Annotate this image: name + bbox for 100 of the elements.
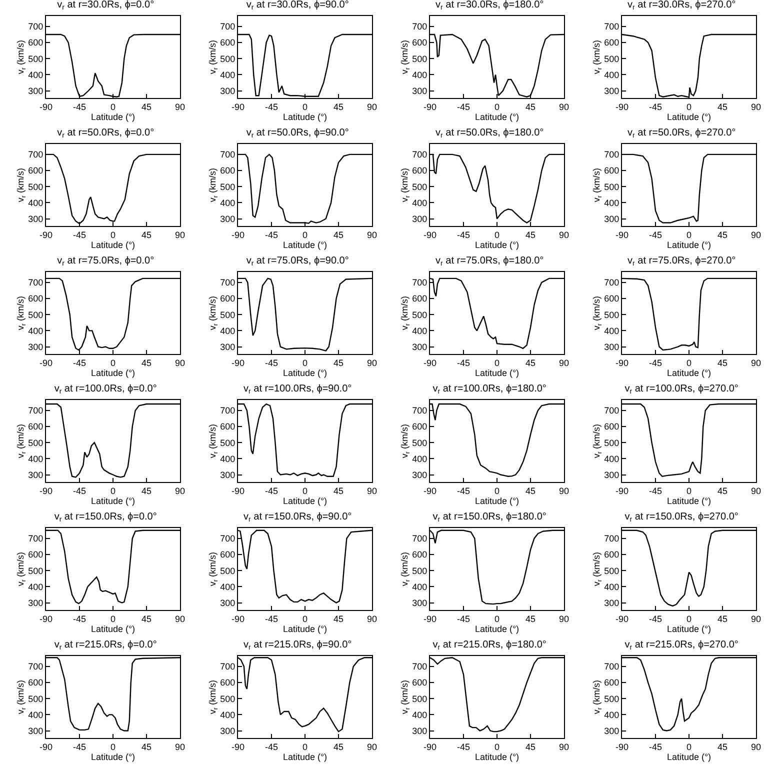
x-tick-label: 45 bbox=[717, 614, 728, 624]
x-tick-label: -45 bbox=[72, 486, 86, 496]
y-tick-label: 400 bbox=[412, 70, 428, 80]
y-tick-label: 400 bbox=[412, 582, 428, 592]
x-tick-label: 45 bbox=[717, 102, 728, 112]
x-tick-label: 45 bbox=[717, 230, 728, 240]
x-tick-label: 0 bbox=[686, 358, 692, 368]
y-tick-label: 700 bbox=[412, 662, 428, 672]
y-tick-label: 300 bbox=[604, 214, 620, 224]
y-tick-label: 600 bbox=[412, 294, 428, 304]
x-tick-label: 90 bbox=[558, 358, 570, 368]
x-tick-label: -90 bbox=[39, 102, 53, 112]
y-tick-label: 400 bbox=[28, 70, 44, 80]
y-tick-label: 700 bbox=[604, 662, 620, 672]
y-tick-label: 300 bbox=[28, 86, 44, 96]
y-tick-label: 300 bbox=[412, 342, 428, 352]
x-tick-label: -90 bbox=[231, 102, 245, 112]
chart-title: v$_{r}$ at r=215.0Rs, ϕ=270.0° bbox=[624, 640, 738, 652]
y-tick-label: 700 bbox=[28, 22, 44, 32]
chart-title: v$_{r}$ at r=50.0Rs, ϕ=180.0° bbox=[436, 128, 544, 140]
x-tick-label: -45 bbox=[648, 486, 662, 496]
x-tick-label: -90 bbox=[39, 230, 53, 240]
y-tick-label: 700 bbox=[604, 22, 620, 32]
y-tick-label: 600 bbox=[220, 166, 236, 176]
y-tick-label: 400 bbox=[412, 198, 428, 208]
x-axis-title: Latitude (°) bbox=[666, 368, 712, 378]
x-tick-label: 90 bbox=[366, 486, 378, 496]
y-tick-label: 300 bbox=[412, 214, 428, 224]
y-tick-label: 500 bbox=[28, 566, 44, 576]
x-tick-label: 0 bbox=[494, 614, 500, 624]
chart-title: v$_{r}$ at r=215.0Rs, ϕ=180.0° bbox=[432, 640, 546, 652]
chart-title: v$_{r}$ at r=50.0Rs, ϕ=0.0° bbox=[57, 128, 154, 140]
x-tick-label: -90 bbox=[423, 742, 437, 752]
chart-title: v$_{r}$ at r=100.0Rs, ϕ=90.0° bbox=[244, 384, 352, 396]
x-axis-title: Latitude (°) bbox=[282, 624, 328, 634]
x-tick-label: 0 bbox=[494, 486, 500, 496]
y-tick-label: 700 bbox=[220, 22, 236, 32]
x-tick-label: 0 bbox=[110, 486, 116, 496]
y-tick-label: 500 bbox=[604, 694, 620, 704]
y-tick-label: 500 bbox=[220, 310, 236, 320]
y-tick-label: 700 bbox=[220, 534, 236, 544]
y-tick-label: 400 bbox=[412, 454, 428, 464]
y-tick-label: 500 bbox=[220, 182, 236, 192]
y-tick-label: 300 bbox=[604, 726, 620, 736]
y-tick-label: 700 bbox=[412, 278, 428, 288]
y-tick-label: 400 bbox=[604, 582, 620, 592]
x-tick-label: 90 bbox=[366, 230, 378, 240]
chart-title: v$_{r}$ at r=100.0Rs, ϕ=0.0° bbox=[54, 384, 157, 396]
x-axis-title: Latitude (°) bbox=[474, 752, 520, 762]
x-tick-label: -45 bbox=[456, 102, 470, 112]
x-tick-label: -90 bbox=[39, 358, 53, 368]
x-tick-label: 90 bbox=[558, 742, 570, 752]
x-tick-label: -90 bbox=[231, 486, 245, 496]
y-tick-label: 600 bbox=[220, 550, 236, 560]
y-tick-label: 600 bbox=[412, 166, 428, 176]
x-axis-title: Latitude (°) bbox=[282, 496, 328, 506]
x-tick-label: 45 bbox=[333, 102, 344, 112]
x-axis-title: Latitude (°) bbox=[90, 240, 136, 250]
x-tick-label: 90 bbox=[174, 486, 186, 496]
y-tick-label: 600 bbox=[604, 294, 620, 304]
x-axis-title: Latitude (°) bbox=[90, 496, 136, 506]
x-tick-label: 45 bbox=[717, 358, 728, 368]
x-tick-label: 0 bbox=[110, 358, 116, 368]
y-tick-label: 500 bbox=[28, 54, 44, 64]
x-tick-label: 0 bbox=[302, 102, 308, 112]
x-tick-label: 45 bbox=[333, 486, 344, 496]
y-tick-label: 300 bbox=[604, 342, 620, 352]
chart-title: v$_{r}$ at r=100.0Rs, ϕ=180.0° bbox=[432, 384, 546, 396]
x-tick-label: 90 bbox=[174, 742, 186, 752]
x-tick-label: 45 bbox=[333, 358, 344, 368]
x-tick-label: 0 bbox=[110, 230, 116, 240]
x-tick-label: -45 bbox=[648, 614, 662, 624]
x-tick-label: 0 bbox=[302, 358, 308, 368]
x-tick-label: -90 bbox=[423, 358, 437, 368]
x-tick-label: -45 bbox=[456, 742, 470, 752]
x-tick-label: -45 bbox=[456, 358, 470, 368]
y-tick-label: 400 bbox=[412, 710, 428, 720]
y-tick-label: 500 bbox=[28, 182, 44, 192]
y-tick-label: 500 bbox=[412, 182, 428, 192]
y-tick-label: 300 bbox=[28, 214, 44, 224]
x-tick-label: 45 bbox=[717, 486, 728, 496]
y-tick-label: 700 bbox=[412, 22, 428, 32]
x-tick-label: -90 bbox=[423, 230, 437, 240]
x-tick-label: -45 bbox=[648, 102, 662, 112]
x-tick-label: 45 bbox=[333, 230, 344, 240]
x-tick-label: 90 bbox=[750, 614, 762, 624]
y-tick-label: 500 bbox=[604, 310, 620, 320]
x-tick-label: -45 bbox=[648, 358, 662, 368]
x-tick-label: 45 bbox=[141, 102, 152, 112]
y-tick-label: 500 bbox=[28, 310, 44, 320]
x-axis-title: Latitude (°) bbox=[90, 624, 136, 634]
y-tick-label: 300 bbox=[412, 598, 428, 608]
x-tick-label: 45 bbox=[333, 614, 344, 624]
x-tick-label: 90 bbox=[558, 230, 570, 240]
x-tick-label: 0 bbox=[110, 102, 116, 112]
x-tick-label: 90 bbox=[750, 230, 762, 240]
y-tick-label: 500 bbox=[28, 438, 44, 448]
y-tick-label: 700 bbox=[412, 406, 428, 416]
x-tick-label: 0 bbox=[110, 742, 116, 752]
chart-title: v$_{r}$ at r=215.0Rs, ϕ=90.0° bbox=[244, 640, 352, 652]
